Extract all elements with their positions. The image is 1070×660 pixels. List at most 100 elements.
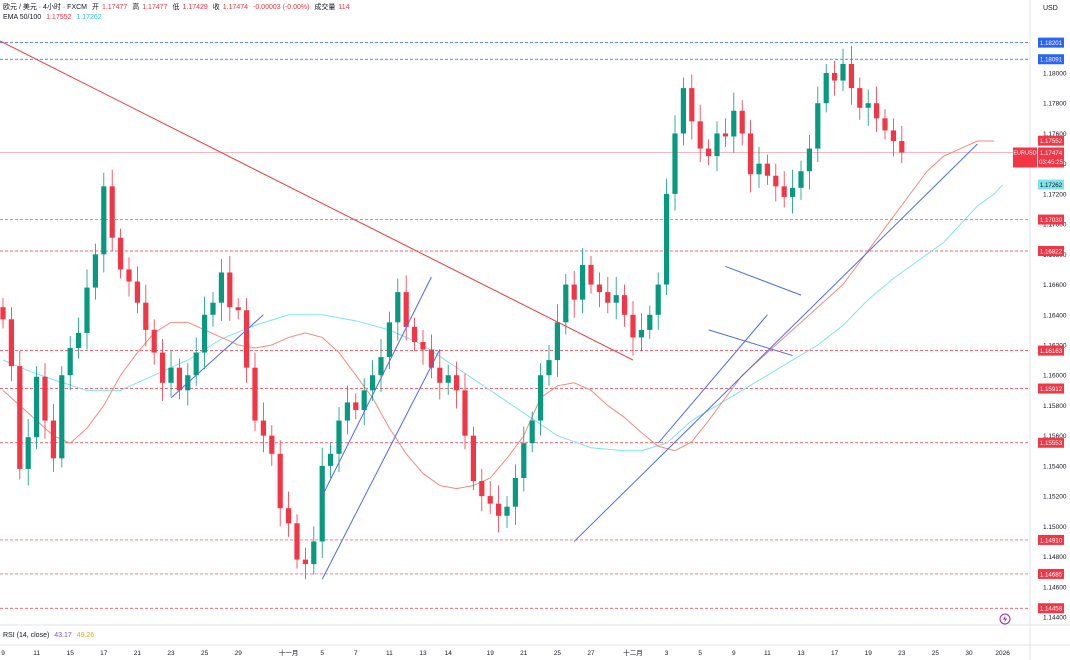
candle bbox=[470, 426, 476, 491]
trendline-channel bbox=[170, 314, 264, 399]
candle-body bbox=[92, 254, 98, 288]
y-tick-label: 1.16600 bbox=[1043, 282, 1067, 289]
y-tick-label: 1.17600 bbox=[1043, 131, 1067, 138]
candle-body bbox=[252, 367, 258, 421]
candle bbox=[571, 270, 577, 318]
candle bbox=[227, 255, 233, 321]
x-tick-label: 5 bbox=[698, 650, 702, 657]
candle bbox=[504, 496, 510, 528]
candle-body bbox=[0, 307, 6, 320]
candle-body bbox=[571, 284, 577, 300]
ema100-line bbox=[2, 184, 1003, 452]
ema50-value: 1.17552 bbox=[46, 14, 72, 21]
candle-body bbox=[260, 420, 266, 436]
candle-body bbox=[580, 264, 586, 300]
x-tick-label: 11 bbox=[33, 650, 40, 657]
x-tick-label: 9 bbox=[1, 650, 5, 657]
candle-body bbox=[76, 332, 82, 349]
level-tag-label: 1.15912 bbox=[1040, 386, 1063, 393]
candle-body bbox=[370, 375, 376, 391]
candle bbox=[764, 154, 770, 185]
x-tick-label: 17 bbox=[100, 650, 108, 657]
candle bbox=[496, 485, 502, 533]
candle bbox=[17, 351, 23, 480]
level-tag bbox=[1038, 54, 1064, 65]
candle-body bbox=[899, 141, 905, 153]
candle-body bbox=[848, 63, 854, 89]
candle-body bbox=[832, 73, 838, 81]
level-tag bbox=[1038, 568, 1064, 579]
trendline-support bbox=[657, 314, 768, 444]
candle-body bbox=[714, 133, 720, 157]
candle-body bbox=[865, 103, 871, 108]
current-price-value: 1.17474 bbox=[1040, 150, 1063, 157]
candle bbox=[638, 313, 644, 352]
candle-body bbox=[445, 375, 451, 383]
candle bbox=[622, 284, 628, 327]
candle-body bbox=[622, 295, 628, 315]
symbol-header: 欧元 / 美元 · 4小时 · FXCM 开 1.17477 高 1.17477 低… bbox=[3, 3, 353, 12]
candle bbox=[697, 104, 703, 163]
y-tick-label: 1.18000 bbox=[1043, 71, 1067, 78]
close-value: 1.17474 bbox=[222, 4, 249, 11]
candle bbox=[76, 317, 82, 359]
level-tag bbox=[1038, 437, 1064, 448]
candle bbox=[59, 366, 65, 468]
rsi-label: RSI (14, close) bbox=[3, 632, 50, 639]
candle-body bbox=[277, 453, 283, 509]
x-tick-label: 21 bbox=[134, 650, 142, 657]
candle bbox=[160, 338, 166, 401]
candle bbox=[412, 317, 418, 352]
candle-body bbox=[210, 302, 216, 315]
y-tick-label: 1.15000 bbox=[1043, 524, 1067, 531]
candle bbox=[193, 337, 199, 386]
current-price-symbol: EURUSD bbox=[1013, 151, 1036, 157]
candle-body bbox=[512, 477, 518, 507]
candle-body bbox=[689, 88, 695, 122]
candle bbox=[361, 378, 367, 426]
y-tick-label: 1.17200 bbox=[1043, 191, 1067, 198]
candle bbox=[386, 311, 392, 370]
level-tag-label: 1.18091 bbox=[1040, 57, 1063, 64]
candle bbox=[739, 100, 745, 146]
candle-body bbox=[378, 357, 384, 376]
candle-body bbox=[235, 307, 241, 311]
x-tick-label: 23 bbox=[898, 650, 906, 657]
candle-body bbox=[437, 367, 443, 383]
candle bbox=[269, 425, 275, 466]
trendline-channel bbox=[321, 349, 441, 580]
level-tag-label: 1.17030 bbox=[1040, 217, 1063, 224]
trendline-downtrend bbox=[0, 40, 634, 361]
candle bbox=[563, 273, 569, 335]
bar-countdown: 03:45:25 bbox=[1039, 159, 1064, 166]
ema-legend[interactable]: EMA 50/100 1.17552 1.17262 bbox=[3, 13, 105, 22]
rsi-value-2: 49.26 bbox=[76, 632, 95, 639]
candle bbox=[664, 178, 670, 296]
close-label: 收 bbox=[212, 4, 220, 11]
level-tag bbox=[1038, 345, 1064, 356]
level-tag bbox=[1038, 214, 1064, 225]
symbol-title[interactable]: 欧元 / 美元 · 4小时 · FXCM bbox=[3, 4, 87, 11]
candle bbox=[554, 304, 560, 377]
candle bbox=[781, 171, 787, 208]
candle bbox=[714, 121, 720, 172]
candle bbox=[118, 228, 124, 279]
currency-label[interactable]: USD bbox=[1043, 5, 1058, 12]
high-label: 高 bbox=[132, 4, 140, 11]
candle-body bbox=[143, 302, 149, 330]
candle-body bbox=[538, 375, 544, 421]
x-tick-label: 9 bbox=[732, 650, 736, 657]
ema100-tag bbox=[1038, 179, 1064, 190]
candle bbox=[479, 468, 485, 512]
candle bbox=[252, 352, 258, 432]
candle bbox=[630, 301, 636, 356]
x-tick-label: 11 bbox=[386, 650, 393, 657]
level-tag bbox=[1038, 603, 1064, 614]
candle bbox=[655, 272, 661, 330]
candle bbox=[42, 363, 48, 439]
level-tag-label: 1.18201 bbox=[1040, 40, 1063, 47]
rsi-legend[interactable]: RSI (14, close) 43.17 49.26 bbox=[3, 631, 97, 640]
candle-body bbox=[823, 73, 829, 104]
level-tag-label: 1.14458 bbox=[1040, 606, 1063, 613]
